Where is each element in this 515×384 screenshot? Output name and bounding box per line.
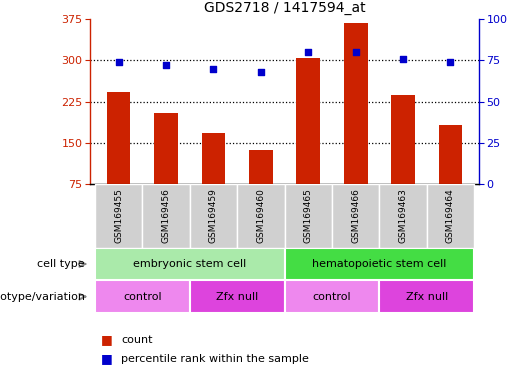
Bar	[154, 113, 178, 184]
Bar	[285, 280, 380, 313]
Text: control: control	[313, 291, 351, 302]
Bar	[391, 94, 415, 184]
Text: GSM169455: GSM169455	[114, 189, 123, 243]
Bar	[95, 184, 142, 248]
Bar	[190, 184, 237, 248]
Text: GSM169459: GSM169459	[209, 189, 218, 243]
Point	[352, 49, 360, 55]
Text: control: control	[123, 291, 162, 302]
Point	[399, 56, 407, 62]
Bar	[344, 23, 368, 184]
Title: GDS2718 / 1417594_at: GDS2718 / 1417594_at	[204, 2, 365, 15]
Text: GSM169456: GSM169456	[162, 189, 170, 243]
Text: genotype/variation: genotype/variation	[0, 291, 85, 302]
Bar	[285, 184, 332, 248]
Text: embryonic stem cell: embryonic stem cell	[133, 259, 246, 269]
Bar	[332, 184, 380, 248]
Bar	[297, 58, 320, 184]
Text: count: count	[121, 335, 152, 345]
Text: Zfx null: Zfx null	[216, 291, 258, 302]
Text: GSM169460: GSM169460	[256, 189, 265, 243]
Point	[114, 59, 123, 65]
Text: percentile rank within the sample: percentile rank within the sample	[121, 354, 309, 364]
Text: GSM169464: GSM169464	[446, 189, 455, 243]
Bar	[95, 280, 190, 313]
Bar	[427, 184, 474, 248]
Text: hematopoietic stem cell: hematopoietic stem cell	[312, 259, 447, 269]
Bar	[201, 133, 225, 184]
Bar	[107, 92, 130, 184]
Bar	[380, 280, 474, 313]
Bar	[285, 248, 474, 280]
Point	[256, 69, 265, 75]
Point	[447, 59, 455, 65]
Bar	[142, 184, 190, 248]
Point	[162, 62, 170, 68]
Bar	[380, 184, 427, 248]
Bar	[237, 184, 285, 248]
Text: GSM169465: GSM169465	[304, 189, 313, 243]
Point	[304, 49, 313, 55]
Text: ■: ■	[100, 353, 112, 366]
Text: cell type: cell type	[38, 259, 85, 269]
Bar	[190, 280, 285, 313]
Point	[209, 66, 217, 72]
Text: Zfx null: Zfx null	[406, 291, 448, 302]
Bar	[95, 248, 285, 280]
Text: ■: ■	[100, 333, 112, 346]
Text: GSM169463: GSM169463	[399, 189, 407, 243]
Bar	[249, 150, 272, 184]
Text: GSM169466: GSM169466	[351, 189, 360, 243]
Bar	[439, 126, 462, 184]
